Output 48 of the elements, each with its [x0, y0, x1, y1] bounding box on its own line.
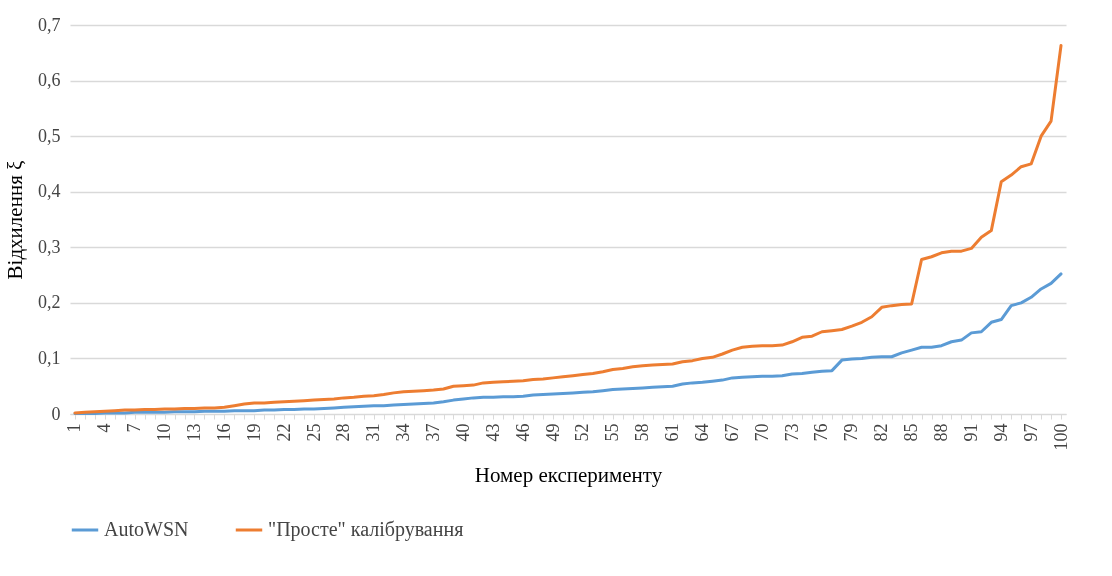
x-tick-label: 37: [423, 423, 444, 442]
x-tick-label: 91: [960, 423, 981, 442]
legend-label: AutoWSN: [104, 518, 189, 540]
x-tick-label: 73: [781, 423, 802, 442]
x-tick-label: 58: [632, 423, 653, 442]
x-tick-label: 52: [572, 423, 593, 442]
x-tick-label: 64: [691, 423, 712, 442]
x-tick-label: 82: [871, 423, 892, 442]
x-tick-label: 22: [273, 423, 294, 442]
x-tick-label: 76: [811, 423, 832, 442]
line-series: [73, 272, 1063, 415]
x-tick-label: 97: [1020, 423, 1041, 442]
line-series: [73, 44, 1063, 415]
y-tick-label: 0,1: [38, 347, 61, 368]
x-tick-label: 13: [184, 423, 204, 442]
x-tick-label: 34: [393, 423, 414, 442]
x-tick-label: 67: [721, 423, 742, 442]
x-tick-label: 4: [94, 423, 115, 433]
x-tick-label: 61: [662, 423, 683, 442]
x-tick-label: 85: [901, 423, 922, 442]
y-tick-label: 0,7: [38, 14, 61, 35]
x-axis-title: Номер експерименту: [474, 462, 663, 487]
x-tick-label: 16: [213, 423, 234, 442]
x-tick-label: 28: [333, 423, 354, 442]
x-tick-label: 40: [452, 423, 473, 442]
x-tick-label: 94: [990, 423, 1011, 442]
x-tick-label: 70: [751, 423, 772, 442]
y-tick-label: 0,2: [38, 292, 61, 313]
x-tick-label: 46: [512, 423, 533, 442]
y-tick-label: 0,5: [38, 125, 61, 146]
x-tick-label: 31: [363, 423, 384, 442]
x-tick-label: 88: [931, 423, 951, 442]
x-tick-label: 7: [124, 423, 145, 433]
x-tick-label: 1: [64, 423, 85, 433]
y-tick-label: 0,6: [38, 70, 61, 91]
x-tick-label: 55: [602, 423, 623, 442]
x-tick-label: 25: [303, 423, 324, 442]
y-tick-label: 0: [51, 403, 61, 424]
x-tick-label: 19: [243, 423, 264, 442]
x-tick-label: 43: [482, 423, 503, 442]
x-tick-label: 10: [154, 423, 175, 442]
legend-label: "Просте" калібрування: [268, 518, 464, 541]
x-tick-label: 79: [841, 423, 862, 442]
x-tick-label: 49: [542, 423, 563, 442]
y-tick-label: 0,3: [38, 236, 61, 257]
y-tick-label: 0,4: [38, 181, 61, 202]
y-axis-title: Відхилення ξ: [3, 160, 27, 280]
x-tick-label: 100: [1050, 423, 1071, 451]
